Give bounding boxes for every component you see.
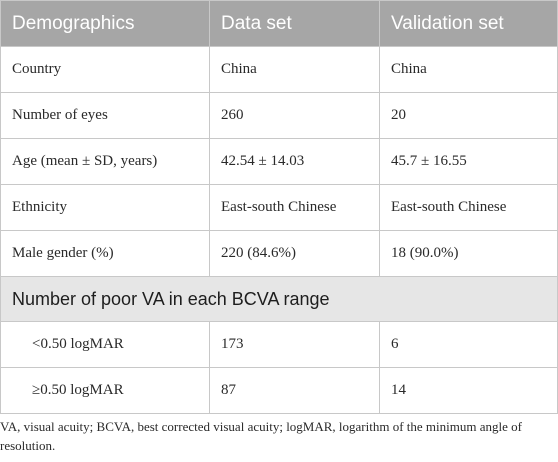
row-label: ≥0.50 logMAR: [0, 367, 210, 414]
header-data-set: Data set: [209, 0, 380, 47]
data-set-cell: 42.54 ± 14.03: [209, 138, 380, 185]
data-set-cell: 173: [209, 321, 380, 368]
data-set-cell: East-south Chinese: [209, 184, 380, 231]
data-set-cell: 220 (84.6%): [209, 230, 380, 277]
header-demographics: Demographics: [0, 0, 210, 47]
validation-set-cell: 18 (90.0%): [379, 230, 558, 277]
table-footnote: VA, visual acuity; BCVA, best corrected …: [0, 419, 522, 453]
row-label: Age (mean ± SD, years): [0, 138, 210, 185]
section-title: Number of poor VA in each BCVA range: [0, 276, 558, 322]
demographics-table: Demographics Data set Validation set Cou…: [0, 0, 558, 414]
section-header-row: Number of poor VA in each BCVA range: [0, 276, 558, 322]
table-row: ≥0.50 logMAR 87 14: [0, 367, 558, 414]
row-label: Ethnicity: [0, 184, 210, 231]
row-label: Male gender (%): [0, 230, 210, 277]
table-row: Age (mean ± SD, years) 42.54 ± 14.03 45.…: [0, 138, 558, 185]
row-label: Country: [0, 46, 210, 93]
table-row: Male gender (%) 220 (84.6%) 18 (90.0%): [0, 230, 558, 277]
table-row: Ethnicity East-south Chinese East-south …: [0, 184, 558, 231]
validation-set-cell: 6: [379, 321, 558, 368]
table-row: Country China China: [0, 46, 558, 93]
table-header-row: Demographics Data set Validation set: [0, 0, 558, 47]
data-set-cell: 87: [209, 367, 380, 414]
row-label: Number of eyes: [0, 92, 210, 139]
validation-set-cell: 20: [379, 92, 558, 139]
demographics-table-container: Demographics Data set Validation set Cou…: [0, 0, 558, 414]
validation-set-cell: 45.7 ± 16.55: [379, 138, 558, 185]
table-row: Number of eyes 260 20: [0, 92, 558, 139]
row-label: <0.50 logMAR: [0, 321, 210, 368]
validation-set-cell: East-south Chinese: [379, 184, 558, 231]
data-set-cell: China: [209, 46, 380, 93]
data-set-cell: 260: [209, 92, 380, 139]
validation-set-cell: 14: [379, 367, 558, 414]
header-validation-set: Validation set: [379, 0, 558, 47]
table-row: <0.50 logMAR 173 6: [0, 321, 558, 368]
validation-set-cell: China: [379, 46, 558, 93]
